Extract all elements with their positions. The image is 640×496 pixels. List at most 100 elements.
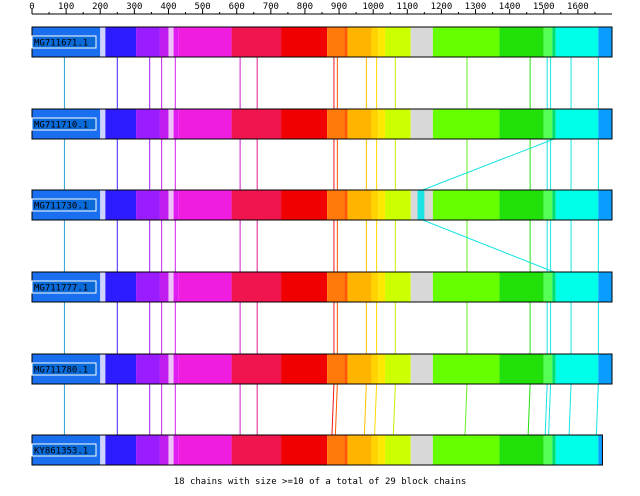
ruler-tick-label: 700	[263, 2, 279, 12]
track-block	[327, 272, 345, 302]
ruler-tick-label: 500	[194, 2, 210, 12]
track-block	[281, 190, 328, 220]
track-label: MG711671.1	[34, 39, 88, 49]
track-block	[231, 435, 282, 465]
track-block	[371, 190, 379, 220]
ruler-tick-label: 600	[229, 2, 245, 12]
track-block	[432, 272, 500, 302]
track-block	[410, 354, 433, 384]
sequence-track: MG711780.1	[31, 353, 613, 385]
track-block	[168, 190, 174, 220]
ruler-tick-label: 1300	[465, 2, 487, 12]
track-block	[378, 435, 386, 465]
ruler: 0 100 200 300 400 500 600 700 800 900 1000 1100 1200…	[29, 2, 612, 15]
track-block	[378, 109, 386, 139]
ruler-tick-label: 1100	[396, 2, 418, 12]
track-block	[100, 190, 106, 220]
track-block	[598, 272, 612, 302]
track-block	[555, 190, 599, 220]
block-link-line	[392, 383, 396, 436]
track-label-box	[31, 117, 97, 131]
track-block	[281, 27, 328, 57]
track-block	[499, 27, 544, 57]
track-block	[371, 109, 379, 139]
track-block	[173, 354, 179, 384]
track-block	[159, 190, 169, 220]
track-block	[173, 27, 179, 57]
track-block	[371, 27, 379, 57]
track-block	[598, 435, 603, 465]
track-block	[168, 435, 174, 465]
track-block	[499, 272, 544, 302]
ruler-tick-label: 800	[297, 2, 313, 12]
track-block	[552, 109, 556, 139]
ruler-tick-label: 300	[126, 2, 142, 12]
ruler-tick-label: 100	[58, 2, 74, 12]
track-block	[231, 190, 282, 220]
track-block	[231, 354, 282, 384]
track-block	[432, 435, 500, 465]
track-block	[168, 109, 174, 139]
track-block	[598, 354, 612, 384]
block-link-line	[331, 383, 335, 436]
track-block	[178, 272, 232, 302]
track-block	[385, 435, 411, 465]
track-block	[344, 354, 348, 384]
track-block	[105, 190, 137, 220]
track-label-box	[31, 362, 97, 376]
track-block	[327, 435, 345, 465]
track-block	[100, 354, 106, 384]
track-label-box	[31, 198, 97, 212]
track-block	[178, 435, 232, 465]
track-block	[552, 272, 556, 302]
track-block	[598, 190, 612, 220]
track-block	[344, 272, 348, 302]
sequence-track: MG711777.1	[31, 271, 613, 303]
track-block	[555, 354, 599, 384]
ruler-tick-label: 0	[29, 2, 34, 12]
track-block	[499, 354, 544, 384]
track-block	[499, 190, 544, 220]
track-block	[136, 190, 160, 220]
ruler-tick-label: 200	[92, 2, 108, 12]
track-block	[100, 435, 106, 465]
track-block	[555, 272, 599, 302]
track-block	[543, 27, 553, 57]
block-link-line	[548, 383, 552, 436]
track-block	[344, 27, 348, 57]
track-block	[159, 272, 169, 302]
sequence-tracks: MG711671.1 MG711710.1 MG711730.1 MG711777.1…	[31, 26, 613, 466]
track-block	[178, 354, 232, 384]
track-block	[136, 27, 160, 57]
block-link-line	[595, 383, 599, 436]
track-block	[555, 435, 599, 465]
track-block	[173, 435, 179, 465]
block-link-line	[464, 383, 468, 436]
track-block	[543, 354, 553, 384]
track-block	[410, 109, 433, 139]
track-block	[385, 109, 411, 139]
track-block	[598, 109, 612, 139]
track-block	[543, 190, 553, 220]
track-block	[168, 354, 174, 384]
track-block	[136, 435, 160, 465]
track-block	[347, 435, 372, 465]
sequence-track: MG711671.1	[31, 26, 613, 58]
track-block	[100, 272, 106, 302]
track-label-box	[31, 35, 97, 49]
track-block	[432, 109, 500, 139]
track-block	[432, 27, 500, 57]
track-block	[327, 109, 345, 139]
track-block	[378, 27, 386, 57]
track-block	[543, 272, 553, 302]
track-block	[410, 272, 433, 302]
track-label: KY861353.1	[34, 447, 88, 457]
track-block	[327, 27, 345, 57]
track-label-box	[31, 280, 97, 294]
track-block	[100, 27, 106, 57]
track-block	[555, 27, 599, 57]
track-block	[344, 435, 348, 465]
track-block	[281, 272, 328, 302]
track-block	[231, 109, 282, 139]
